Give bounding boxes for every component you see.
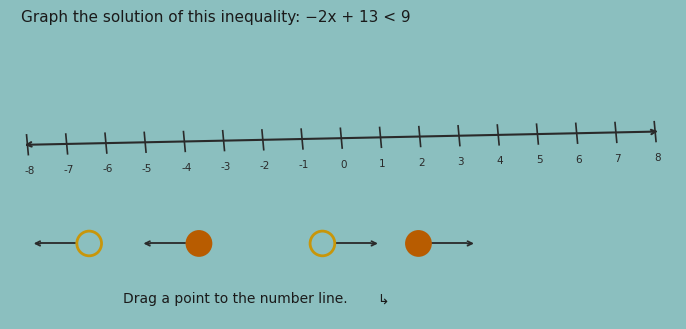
Ellipse shape — [310, 231, 335, 256]
Text: Drag a point to the number line.: Drag a point to the number line. — [123, 292, 348, 306]
Text: 7: 7 — [615, 154, 621, 164]
Ellipse shape — [187, 231, 211, 256]
Text: -1: -1 — [299, 160, 309, 170]
Text: 2: 2 — [418, 158, 425, 168]
Text: -4: -4 — [181, 163, 191, 173]
Text: -6: -6 — [103, 164, 113, 174]
Text: Graph the solution of this inequality: −2x + 13 < 9: Graph the solution of this inequality: −… — [21, 10, 410, 25]
Text: 5: 5 — [536, 155, 543, 165]
Text: 3: 3 — [458, 157, 464, 167]
Text: 6: 6 — [576, 155, 582, 164]
Ellipse shape — [406, 231, 431, 256]
Ellipse shape — [77, 231, 102, 256]
Text: ↳: ↳ — [377, 293, 389, 308]
Text: -5: -5 — [142, 164, 152, 174]
Text: 0: 0 — [340, 160, 346, 169]
Text: 1: 1 — [379, 159, 386, 169]
Text: 8: 8 — [654, 153, 661, 163]
Text: -2: -2 — [259, 161, 270, 171]
Text: -3: -3 — [220, 162, 230, 172]
Text: -8: -8 — [24, 166, 34, 176]
Text: -7: -7 — [63, 165, 74, 175]
Text: 4: 4 — [497, 156, 504, 166]
